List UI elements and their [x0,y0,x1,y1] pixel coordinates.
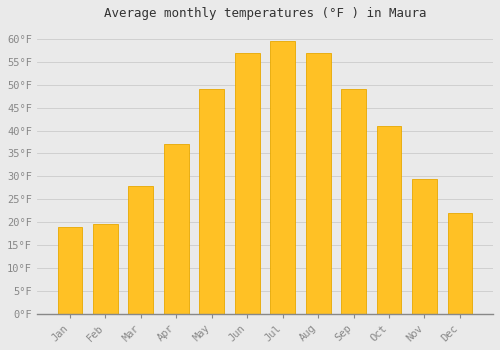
Bar [376,126,402,314]
Bar [412,178,437,314]
Bar [164,144,188,314]
Bar [93,224,118,314]
Bar [306,53,330,314]
Bar [341,89,366,314]
Title: Average monthly temperatures (°F ) in Maura: Average monthly temperatures (°F ) in Ma… [104,7,426,20]
Bar [448,213,472,314]
Bar [270,41,295,314]
Bar [128,186,154,314]
Bar [200,89,224,314]
Bar [235,53,260,314]
Bar [58,227,82,314]
